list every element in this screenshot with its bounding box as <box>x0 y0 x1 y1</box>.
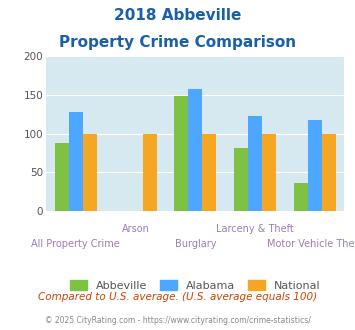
Text: © 2025 CityRating.com - https://www.cityrating.com/crime-statistics/: © 2025 CityRating.com - https://www.city… <box>45 316 310 325</box>
Bar <box>188 89 202 211</box>
Text: Burglary: Burglary <box>175 239 216 249</box>
Bar <box>322 134 336 211</box>
Text: Property Crime Comparison: Property Crime Comparison <box>59 35 296 50</box>
Text: 2018 Abbeville: 2018 Abbeville <box>114 8 241 23</box>
Text: Arson: Arson <box>121 224 149 234</box>
Bar <box>202 134 216 211</box>
Bar <box>83 134 97 211</box>
Text: All Property Crime: All Property Crime <box>31 239 120 249</box>
Text: Larceny & Theft: Larceny & Theft <box>216 224 294 234</box>
Bar <box>234 148 248 211</box>
Bar <box>55 143 69 211</box>
Bar <box>308 120 322 211</box>
Text: Compared to U.S. average. (U.S. average equals 100): Compared to U.S. average. (U.S. average … <box>38 292 317 302</box>
Bar <box>294 183 308 211</box>
Bar <box>248 116 262 211</box>
Legend: Abbeville, Alabama, National: Abbeville, Alabama, National <box>66 276 325 295</box>
Bar <box>69 112 83 211</box>
Bar <box>174 96 188 211</box>
Bar <box>142 134 157 211</box>
Text: Motor Vehicle Theft: Motor Vehicle Theft <box>268 239 355 249</box>
Bar <box>262 134 276 211</box>
